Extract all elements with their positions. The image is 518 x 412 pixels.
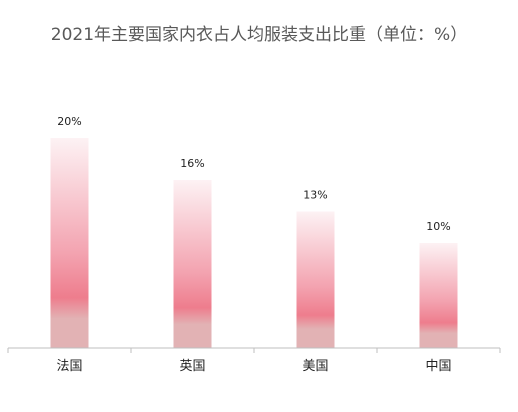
- category-labels-group: 法国 英国 美国 中国: [56, 359, 451, 374]
- value-labels-group: 20% 16% 13% 10%: [57, 115, 450, 233]
- bar: [296, 211, 335, 348]
- chart-title: 2021年主要国家内衣占人均服装支出比重（单位：%）: [50, 25, 468, 45]
- bar-value-label: 13%: [303, 189, 327, 202]
- x-axis-ticks: [7, 348, 501, 353]
- bar: [50, 138, 89, 348]
- category-label: 法国: [56, 359, 82, 374]
- bar: [173, 180, 212, 348]
- bars-group: [50, 138, 458, 348]
- bar-value-label: 10%: [426, 220, 450, 233]
- category-label: 中国: [425, 359, 451, 374]
- bar-value-label: 20%: [57, 115, 81, 128]
- bar-value-label: 16%: [180, 157, 204, 170]
- category-label: 美国: [302, 359, 328, 374]
- category-label: 英国: [179, 359, 205, 374]
- bar: [419, 243, 458, 348]
